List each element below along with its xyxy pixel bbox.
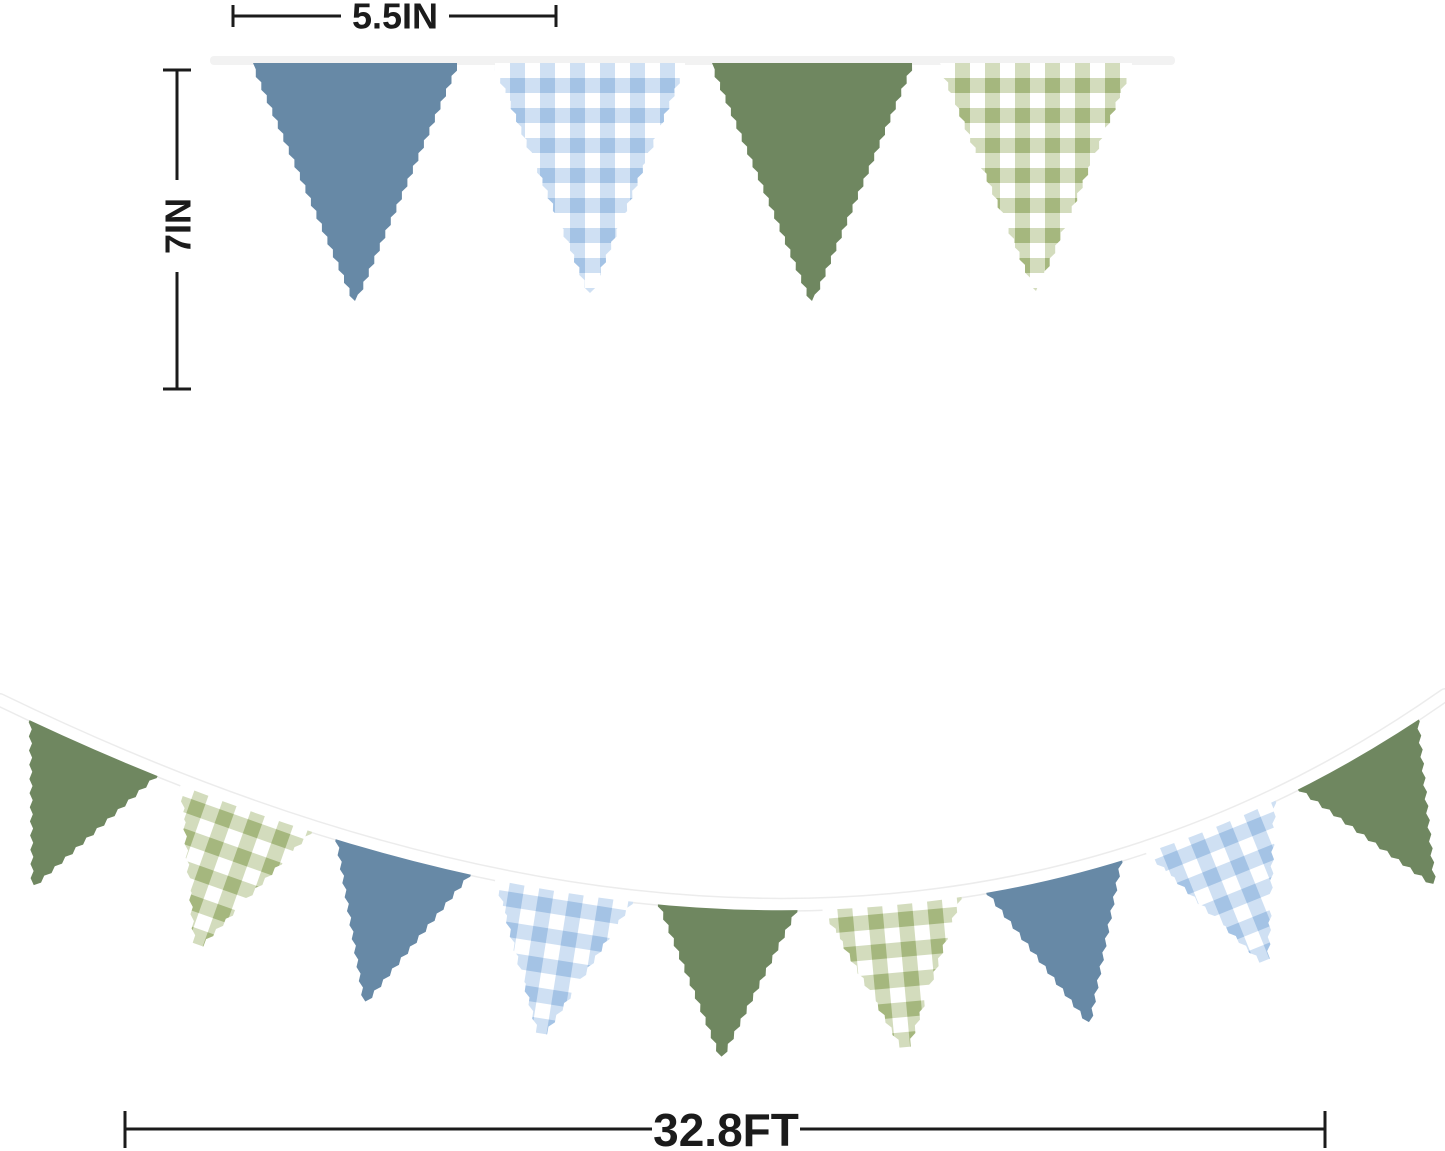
banner-length-dimension: 32.8FT <box>123 1104 1327 1151</box>
top-flags-group <box>253 63 1132 301</box>
flag-solid-blue <box>335 833 473 1002</box>
flag-gingham-green <box>821 891 962 1053</box>
banner-length-label: 32.8FT <box>653 1104 799 1151</box>
flag-solid-blue <box>984 855 1123 1023</box>
flag-solid-green <box>657 898 798 1057</box>
flag-solid-green <box>712 63 913 301</box>
top-banner-string <box>210 56 1175 65</box>
flag-gingham-blue <box>494 874 635 1039</box>
flag-solid-green <box>1295 714 1436 884</box>
flag-solid-blue <box>253 63 457 301</box>
flag-gingham-green <box>179 779 315 950</box>
bottom-banner-string <box>0 689 1445 911</box>
flag-width-dimension: 5.5IN <box>231 0 558 37</box>
top-banner <box>210 56 1175 301</box>
flag-gingham-blue <box>494 63 686 293</box>
flag-gingham-green <box>940 63 1132 291</box>
bottom-banner <box>0 688 1445 1057</box>
flag-height-label: 7IN <box>158 198 199 254</box>
bottom-flags-group <box>28 714 1436 1057</box>
flag-height-dimension: 7IN <box>158 68 199 391</box>
flag-gingham-blue <box>1143 795 1277 966</box>
flag-solid-green <box>28 715 160 886</box>
flag-width-label: 5.5IN <box>352 0 438 37</box>
